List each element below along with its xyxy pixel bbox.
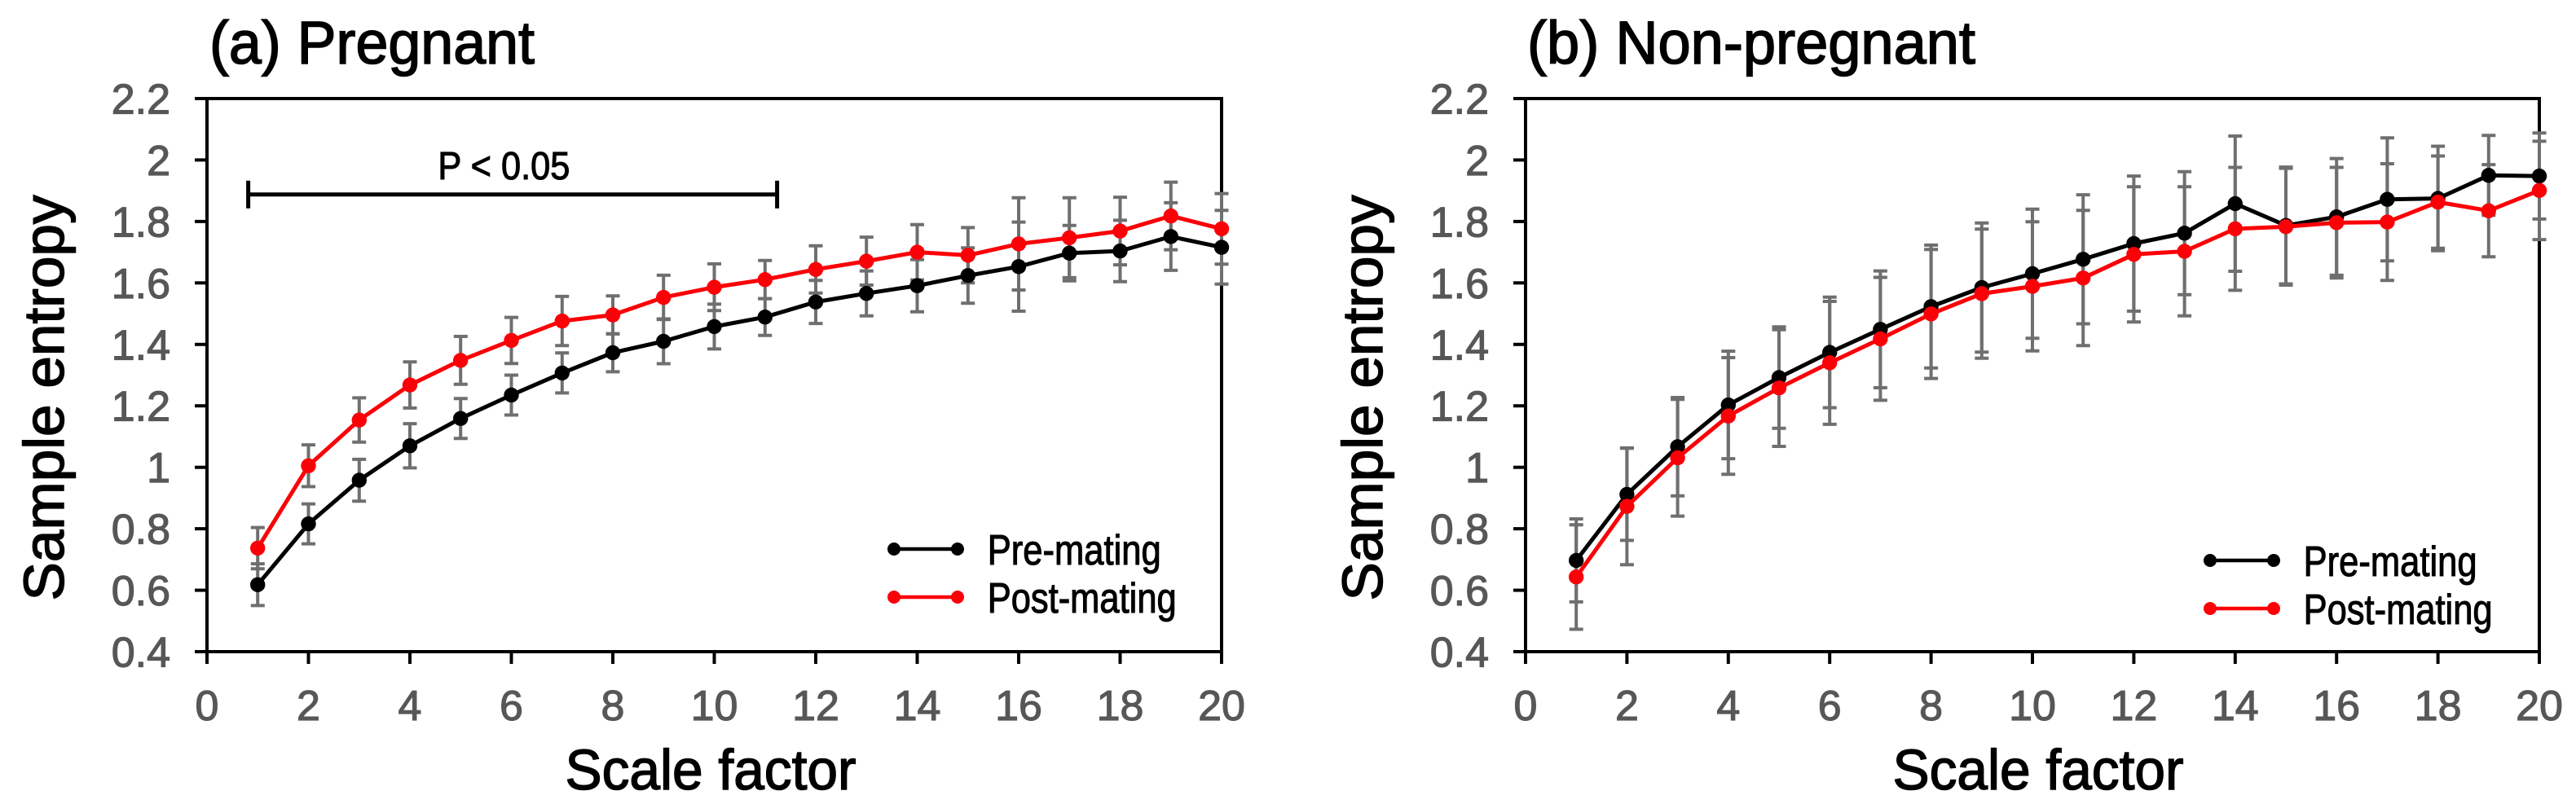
- svg-text:(a) Pregnant: (a) Pregnant: [209, 9, 535, 77]
- svg-text:2.2: 2.2: [112, 77, 170, 124]
- svg-text:0: 0: [1514, 683, 1538, 730]
- svg-text:Scale factor: Scale factor: [1893, 738, 2184, 802]
- svg-text:0.4: 0.4: [1430, 630, 1489, 677]
- svg-text:Post-mating: Post-mating: [2304, 587, 2493, 634]
- svg-text:Pre-mating: Pre-mating: [988, 527, 1161, 574]
- svg-text:P < 0.05: P < 0.05: [438, 145, 570, 188]
- svg-text:0.4: 0.4: [112, 630, 170, 677]
- svg-text:Sample entropy: Sample entropy: [12, 196, 76, 601]
- svg-text:8: 8: [1919, 683, 1943, 730]
- svg-text:16: 16: [2313, 683, 2360, 730]
- svg-text:14: 14: [2212, 683, 2259, 730]
- svg-text:10: 10: [691, 683, 738, 730]
- svg-text:4: 4: [399, 683, 422, 730]
- svg-text:1.4: 1.4: [112, 322, 170, 369]
- svg-text:14: 14: [894, 683, 941, 730]
- svg-text:8: 8: [601, 683, 625, 730]
- svg-text:20: 20: [1198, 683, 1245, 730]
- svg-text:Sample entropy: Sample entropy: [1331, 196, 1394, 601]
- svg-text:1.6: 1.6: [1430, 261, 1489, 308]
- svg-text:18: 18: [2415, 683, 2462, 730]
- svg-text:1.6: 1.6: [112, 261, 170, 308]
- svg-text:1.2: 1.2: [1430, 384, 1489, 431]
- svg-text:2: 2: [297, 683, 320, 730]
- svg-text:Scale factor: Scale factor: [566, 738, 856, 802]
- svg-text:0.6: 0.6: [112, 568, 170, 615]
- svg-text:10: 10: [2009, 683, 2056, 730]
- svg-text:12: 12: [792, 683, 839, 730]
- svg-text:2: 2: [1615, 683, 1639, 730]
- svg-text:(b) Non-pregnant: (b) Non-pregnant: [1527, 9, 1975, 77]
- svg-text:2: 2: [1465, 138, 1489, 185]
- svg-text:0.8: 0.8: [112, 507, 170, 554]
- svg-text:1.8: 1.8: [112, 199, 170, 246]
- svg-text:1: 1: [147, 445, 170, 492]
- svg-text:1.8: 1.8: [1430, 199, 1489, 246]
- svg-text:12: 12: [2110, 683, 2157, 730]
- svg-text:Pre-mating: Pre-mating: [2304, 538, 2477, 586]
- svg-text:0.8: 0.8: [1430, 507, 1489, 554]
- svg-text:6: 6: [1818, 683, 1842, 730]
- svg-text:0: 0: [196, 683, 219, 730]
- svg-text:20: 20: [2516, 683, 2563, 730]
- svg-text:2.2: 2.2: [1430, 77, 1489, 124]
- svg-text:1: 1: [1465, 445, 1489, 492]
- svg-text:2: 2: [147, 138, 170, 185]
- svg-text:18: 18: [1097, 683, 1144, 730]
- svg-text:4: 4: [1716, 683, 1740, 730]
- svg-text:16: 16: [995, 683, 1042, 730]
- svg-text:6: 6: [500, 683, 523, 730]
- svg-text:Post-mating: Post-mating: [988, 575, 1177, 622]
- svg-text:1.2: 1.2: [112, 384, 170, 431]
- svg-text:0.6: 0.6: [1430, 568, 1489, 615]
- svg-text:1.4: 1.4: [1430, 322, 1489, 369]
